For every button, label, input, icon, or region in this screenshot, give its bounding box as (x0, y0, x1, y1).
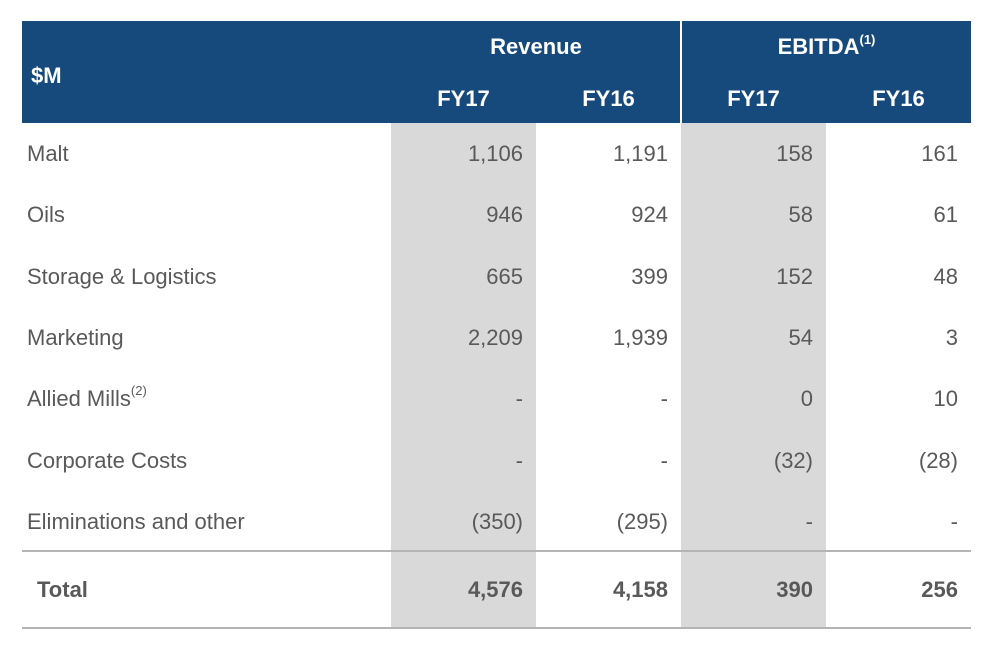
allied-mills-footnote-marker: (2) (130, 383, 147, 398)
row-label: Corporate Costs (27, 448, 188, 473)
table-row-corporate-costs: Corporate Costs - - (32) (28) (22, 441, 971, 481)
row-label: Oils (27, 202, 65, 227)
row-label-text: Allied Mills (27, 386, 131, 411)
revenue-group-header: Revenue (490, 34, 582, 59)
revenue-fy17-value: 1,106 (467, 141, 523, 166)
revenue-fy17-value: 2,209 (467, 325, 523, 350)
total-revenue-fy16: 4,158 (612, 577, 668, 602)
ebitda-fy16-value: - (950, 509, 958, 534)
revenue-fy16-value: 399 (631, 264, 668, 289)
revenue-fy16-value: - (660, 386, 668, 411)
table-row-eliminations: Eliminations and other (350) (295) - - (22, 502, 971, 542)
row-label: Storage & Logistics (27, 264, 217, 289)
row-label: Marketing (27, 325, 124, 350)
ebitda-fy16-value: 48 (933, 264, 958, 289)
table-row-allied-mills: Allied Mills(2) - - 0 10 (22, 379, 971, 419)
period-header-revenue-fy16: FY16 (582, 86, 635, 111)
row-label: Allied Mills(2) (27, 379, 147, 419)
revenue-fy17-value: 946 (486, 202, 523, 227)
header-group-divider (680, 21, 682, 123)
ebitda-fy17-value: 58 (788, 202, 813, 227)
table-header: $M Revenue EBITDA(1) FY17 FY16 FY17 FY16 (22, 21, 971, 123)
revenue-fy16-value: 1,939 (612, 325, 668, 350)
period-header-ebitda-fy17: FY17 (727, 86, 780, 111)
revenue-fy17-column-shade (391, 123, 536, 628)
total-revenue-fy17: 4,576 (467, 577, 523, 602)
revenue-fy16-value: - (660, 448, 668, 473)
ebitda-fy17-value: 152 (776, 264, 813, 289)
revenue-fy17-value: 665 (486, 264, 523, 289)
revenue-fy16-value: (295) (616, 509, 668, 534)
table-row-malt: Malt 1,106 1,191 158 161 (22, 134, 971, 174)
table-row-total: Total 4,576 4,158 390 256 (22, 570, 971, 610)
ebitda-fy16-value: 61 (933, 202, 958, 227)
revenue-fy17-value: - (515, 386, 523, 411)
ebitda-group-header: EBITDA(1) (682, 33, 971, 59)
period-header-ebitda-fy16: FY16 (872, 86, 925, 111)
ebitda-fy16-value: 10 (933, 386, 958, 411)
ebitda-fy17-value: - (805, 509, 813, 534)
ebitda-footnote-marker: (1) (859, 32, 876, 47)
row-label: Eliminations and other (27, 509, 245, 534)
revenue-fy17-value: (350) (471, 509, 523, 534)
ebitda-fy16-value: 3 (945, 325, 958, 350)
table-row-oils: Oils 946 924 58 61 (22, 195, 971, 235)
ebitda-fy17-value: 0 (800, 386, 813, 411)
ebitda-group-label: EBITDA (777, 34, 860, 59)
ebitda-fy17-value: 158 (776, 141, 813, 166)
unit-label: $M (31, 63, 62, 88)
ebitda-fy17-value: (32) (773, 448, 813, 473)
total-label: Total (37, 577, 88, 602)
row-label: Malt (27, 141, 69, 166)
total-divider (22, 550, 971, 552)
total-ebitda-fy17: 390 (776, 577, 813, 602)
table-bottom-rule (22, 627, 971, 629)
table-row-storage-logistics: Storage & Logistics 665 399 152 48 (22, 257, 971, 297)
period-header-revenue-fy17: FY17 (437, 86, 490, 111)
revenue-fy16-value: 1,191 (612, 141, 668, 166)
revenue-fy17-value: - (515, 448, 523, 473)
ebitda-fy17-column-shade (681, 123, 826, 628)
ebitda-fy16-value: (28) (918, 448, 958, 473)
revenue-fy16-value: 924 (631, 202, 668, 227)
ebitda-fy17-value: 54 (788, 325, 813, 350)
ebitda-fy16-value: 161 (921, 141, 958, 166)
total-ebitda-fy16: 256 (921, 577, 958, 602)
table-row-marketing: Marketing 2,209 1,939 54 3 (22, 318, 971, 358)
